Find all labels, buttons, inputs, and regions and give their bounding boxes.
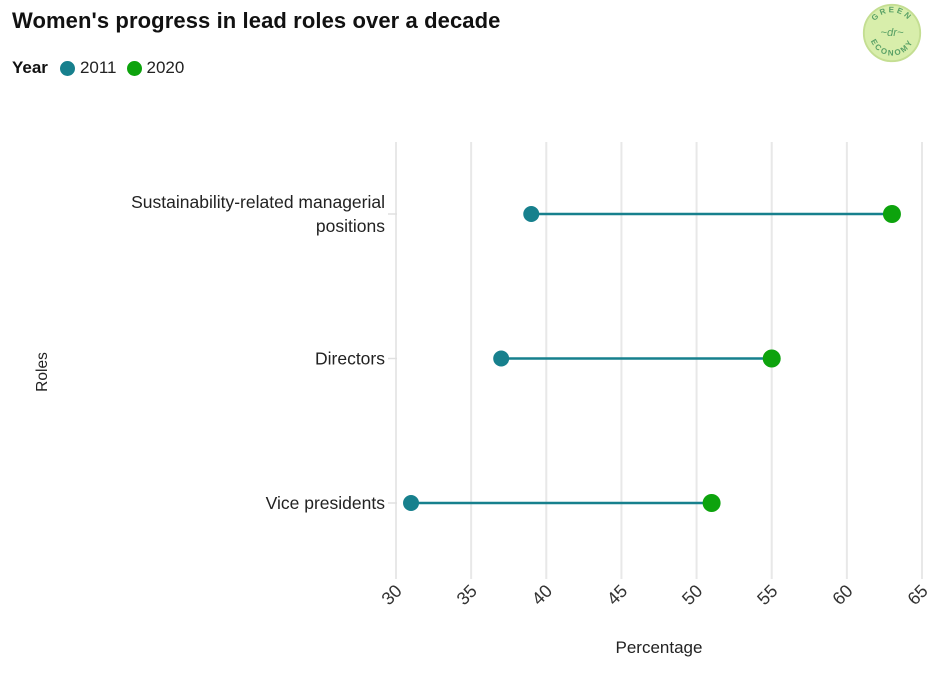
y-category-label-0: Sustainability-related managerial positio…	[131, 192, 385, 236]
y-category-label-1: Directors	[315, 349, 385, 369]
green-economy-badge-icon: GREEN ECONOMY ~dr~	[862, 3, 922, 63]
legend-title: Year	[12, 58, 48, 77]
x-tick-label-50: 50	[678, 581, 706, 609]
point-2020-2[interactable]	[702, 494, 721, 512]
legend-dot-2011-icon	[59, 60, 75, 76]
legend-item-2020[interactable]: 2020	[126, 58, 185, 78]
y-axis-title: Roles	[34, 352, 51, 392]
chart-header: Women's progress in lead roles over a de…	[12, 8, 932, 34]
point-2011-2[interactable]	[403, 495, 420, 511]
chart-canvas: 30 35 40 45 50 55 60 65 Sustainability-related m…	[34, 142, 932, 657]
dumbbell-chart: 30 35 40 45 50 55 60 65 Sustainability-related m…	[0, 100, 945, 670]
point-2020-0[interactable]	[882, 205, 901, 223]
y-category-label-2: Vice presidents	[266, 493, 386, 513]
point-2020-1[interactable]	[762, 349, 781, 368]
x-tick-label-45: 45	[603, 581, 631, 609]
x-tick-label-35: 35	[453, 581, 481, 609]
x-axis-title: Percentage	[616, 638, 703, 657]
legend-label-2011: 2011	[79, 58, 117, 77]
x-tick-label-55: 55	[753, 581, 781, 609]
legend-label-2020: 2020	[146, 58, 185, 77]
green-economy-logo: GREEN ECONOMY ~dr~	[861, 2, 923, 64]
x-tick-label-60: 60	[828, 581, 856, 609]
x-tick-label-30: 30	[378, 581, 406, 609]
chart-title: Women's progress in lead roles over a de…	[12, 8, 501, 33]
x-tick-label-65: 65	[904, 581, 932, 609]
legend-item-2011[interactable]: 2011	[59, 58, 117, 78]
point-2011-0[interactable]	[523, 206, 540, 222]
point-2011-1[interactable]	[493, 350, 510, 367]
legend-dot-2020-icon	[126, 60, 142, 76]
x-tick-label-40: 40	[528, 581, 556, 609]
chart-legend: Year 2011 2020	[12, 58, 184, 78]
logo-center-monogram: ~dr~	[880, 27, 904, 39]
